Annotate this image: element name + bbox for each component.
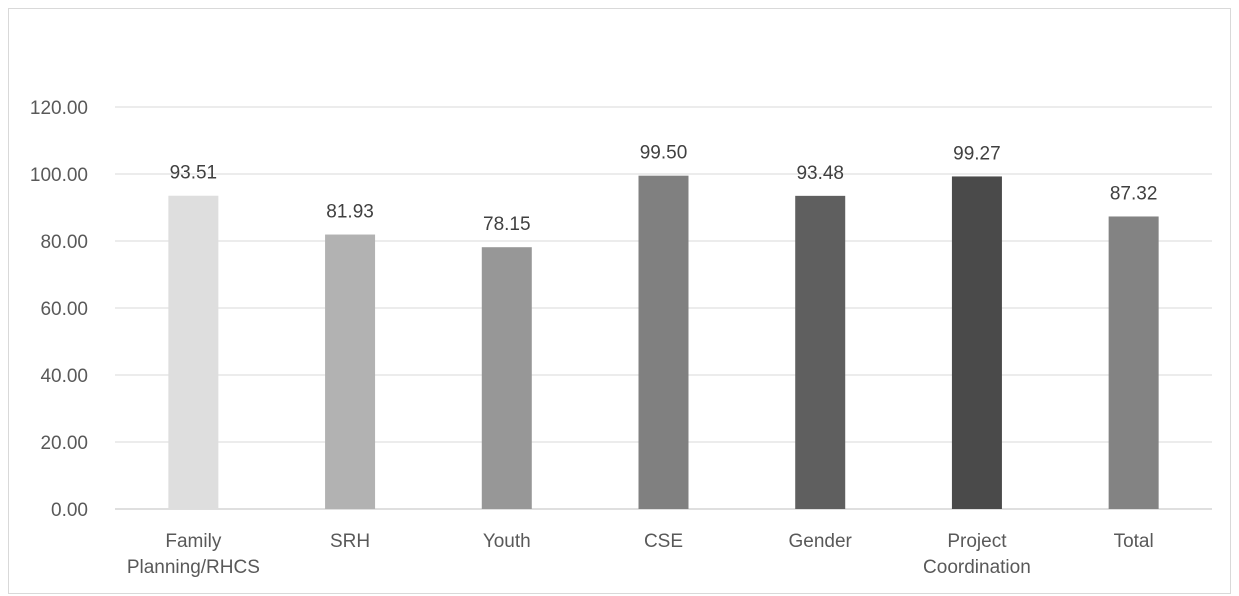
data-label: 87.32 bbox=[1110, 183, 1158, 204]
bar bbox=[325, 234, 376, 510]
category-labels: Family Planning/RHCS SRH Youth CSE Gender Proj… bbox=[127, 531, 1154, 578]
category-label: Coordination bbox=[923, 557, 1031, 578]
bar bbox=[168, 195, 219, 509]
category-label: Total bbox=[1114, 531, 1154, 552]
category-label: Gender bbox=[789, 531, 853, 552]
data-label: 99.50 bbox=[640, 143, 688, 164]
bar bbox=[795, 195, 846, 510]
y-tick-label: 40.00 bbox=[40, 366, 88, 387]
data-label: 78.15 bbox=[483, 214, 531, 235]
category-label: Project bbox=[947, 531, 1007, 552]
category-label: Family bbox=[165, 531, 221, 552]
y-tick-label: 20.00 bbox=[40, 433, 88, 454]
category-label: Planning/RHCS bbox=[127, 557, 260, 578]
bar bbox=[638, 175, 689, 510]
y-tick-label: 0.00 bbox=[51, 500, 88, 521]
category-label: SRH bbox=[330, 531, 370, 552]
y-tick-label: 60.00 bbox=[40, 299, 88, 320]
data-label: 99.27 bbox=[953, 143, 1001, 164]
bar bbox=[951, 176, 1002, 509]
y-tick-label: 80.00 bbox=[40, 232, 88, 253]
bar bbox=[1108, 216, 1159, 509]
y-tick-label: 100.00 bbox=[30, 165, 88, 186]
category-label: CSE bbox=[644, 531, 683, 552]
data-labels: 93.51 81.93 78.15 99.50 93.48 99.27 87.32 bbox=[170, 143, 1158, 236]
y-tick-label: 120.00 bbox=[30, 98, 88, 119]
bars bbox=[168, 175, 1159, 510]
data-label: 93.51 bbox=[170, 163, 218, 184]
y-axis-tick-labels: 0.00 20.00 40.00 60.00 80.00 100.00 120.00 bbox=[30, 98, 88, 521]
data-label: 93.48 bbox=[796, 163, 844, 184]
data-label: 81.93 bbox=[326, 202, 374, 223]
bar bbox=[481, 247, 532, 509]
category-label: Youth bbox=[483, 531, 531, 552]
